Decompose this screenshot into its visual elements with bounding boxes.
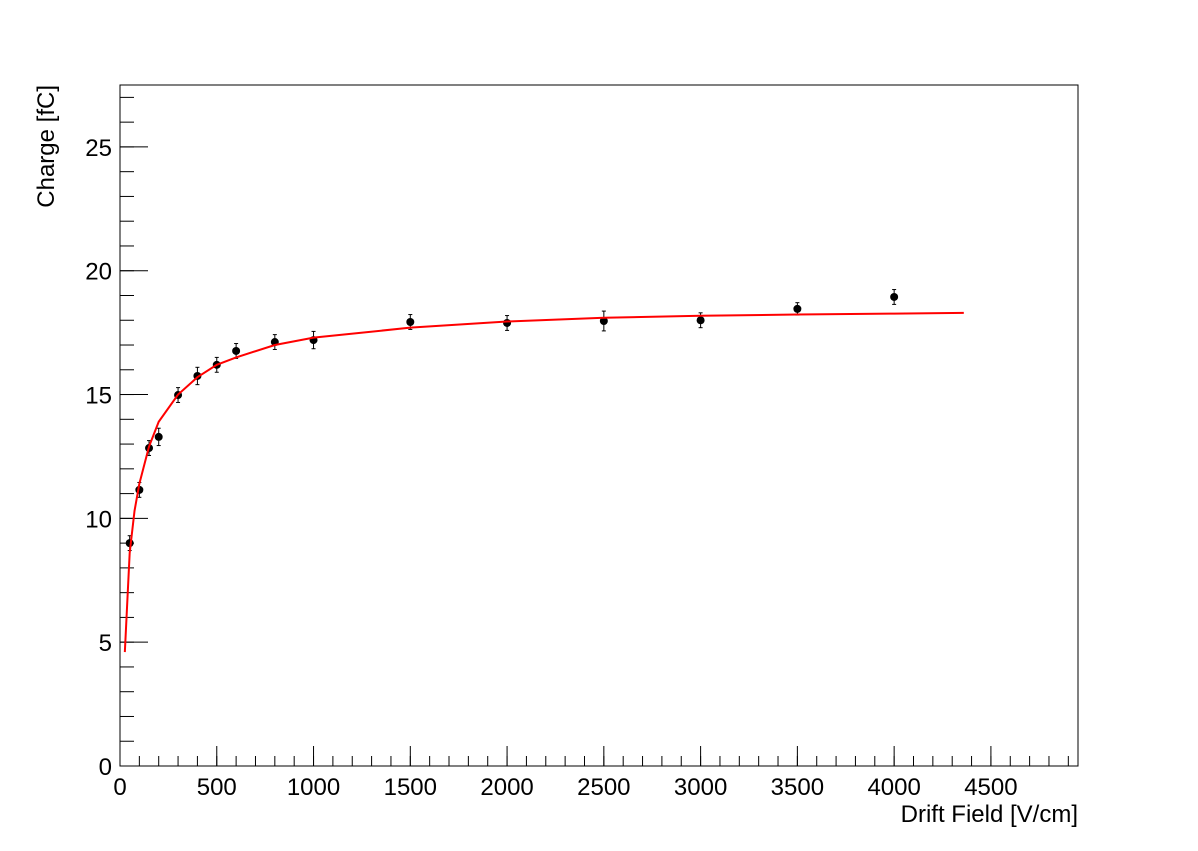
x-tick-label: 3000 bbox=[674, 774, 727, 801]
y-tick-label: 20 bbox=[85, 259, 112, 286]
x-tick-label: 4000 bbox=[867, 774, 920, 801]
y-tick-label: 25 bbox=[85, 135, 112, 162]
plot-frame bbox=[119, 84, 1079, 767]
data-point bbox=[406, 317, 415, 326]
x-tick-label: 1000 bbox=[287, 774, 340, 801]
x-tick-label: 2500 bbox=[577, 774, 630, 801]
data-point bbox=[793, 304, 802, 313]
x-tick-label: 0 bbox=[113, 774, 126, 801]
x-tick-label: 3500 bbox=[771, 774, 824, 801]
x-tick-label: 4500 bbox=[964, 774, 1017, 801]
x-axis-label: Drift Field [V/cm] bbox=[901, 801, 1078, 828]
y-tick-label: 10 bbox=[85, 506, 112, 533]
data-point bbox=[696, 316, 705, 325]
y-tick-label: 5 bbox=[99, 630, 112, 657]
x-tick-label: 500 bbox=[197, 774, 237, 801]
data-point bbox=[232, 346, 241, 355]
y-axis-label: Charge [fC] bbox=[33, 85, 60, 208]
data-point bbox=[503, 318, 512, 327]
y-tick-label: 15 bbox=[85, 383, 112, 410]
fit-curve bbox=[123, 311, 964, 653]
x-tick-label: 1500 bbox=[384, 774, 437, 801]
x-tick-label: 2000 bbox=[480, 774, 533, 801]
data-point bbox=[599, 316, 608, 325]
data-point bbox=[154, 432, 163, 441]
y-tick-label: 0 bbox=[99, 754, 112, 781]
data-point bbox=[890, 292, 899, 301]
